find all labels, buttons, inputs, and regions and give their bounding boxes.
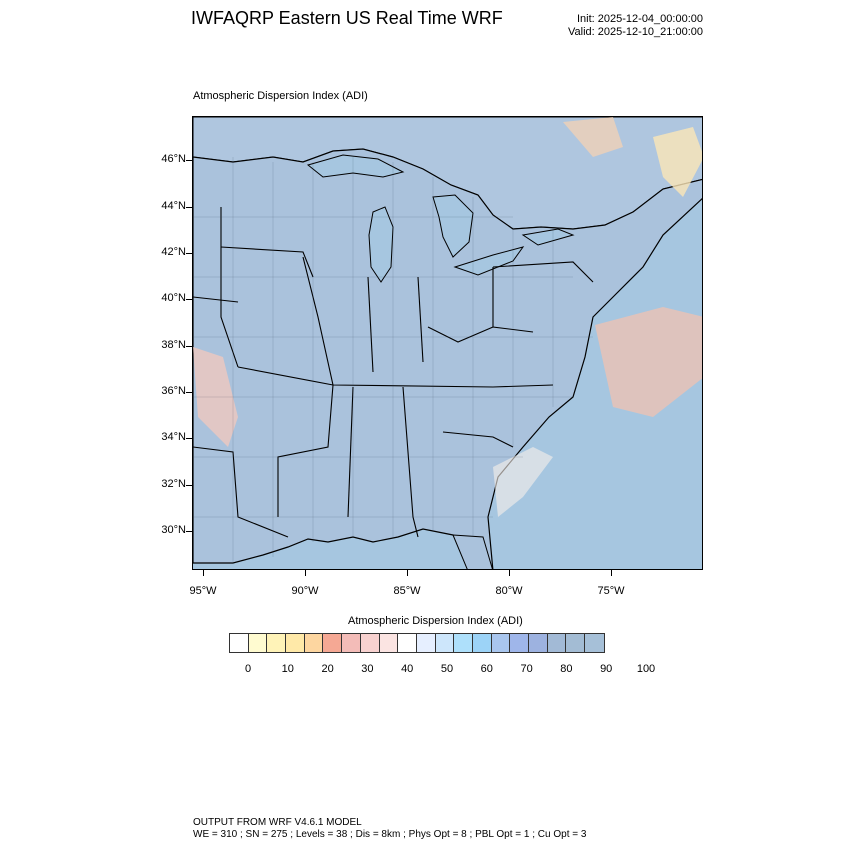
colorbar-swatch	[547, 634, 567, 652]
colorbar-swatch	[416, 634, 436, 652]
lat-label-42: 42°N	[161, 246, 186, 258]
colorbar-label: 60	[480, 663, 493, 675]
colorbar-swatch	[435, 634, 455, 652]
lat-label-34: 34°N	[161, 431, 186, 443]
lat-tick	[186, 253, 192, 254]
valid-time: Valid: 2025-12-10_21:00:00	[568, 26, 703, 38]
lake-huron	[432, 194, 474, 258]
lat-tick	[186, 299, 192, 300]
colorbar-label: 100	[636, 663, 656, 675]
lat-tick	[186, 438, 192, 439]
model-info: OUTPUT FROM WRF V4.6.1 MODEL WE = 310 ; …	[193, 817, 586, 841]
adi-patch-quebec	[563, 117, 623, 157]
lake-michigan	[368, 206, 394, 283]
lon-label-95w: 95°W	[189, 585, 217, 597]
lat-tick	[186, 346, 192, 347]
lat-tick	[186, 485, 192, 486]
colorbar-title: Atmospheric Dispersion Index (ADI)	[348, 615, 523, 627]
lat-label-32: 32°N	[161, 478, 186, 490]
lon-label-85w: 85°W	[393, 585, 421, 597]
model-info-line2: WE = 310 ; SN = 275 ; Levels = 38 ; Dis …	[193, 829, 587, 840]
colorbar-swatch	[286, 634, 305, 652]
lat-label-30: 30°N	[161, 524, 186, 536]
lat-label-44: 44°N	[161, 200, 186, 212]
adi-patch-atlantic	[595, 307, 702, 417]
lon-tick	[611, 570, 612, 576]
colorbar-swatch	[248, 634, 268, 652]
lat-label-40: 40°N	[161, 292, 186, 304]
colorbar-label: 0	[244, 663, 252, 675]
lat-tick	[186, 392, 192, 393]
colorbar-label: 20	[321, 663, 334, 675]
colorbar-swatch	[323, 634, 343, 652]
lat-label-36: 36°N	[161, 385, 186, 397]
colorbar-swatch	[304, 634, 324, 652]
colorbar-swatch	[360, 634, 380, 652]
county-grid	[193, 157, 593, 563]
colorbar-label: 30	[361, 663, 374, 675]
colorbar-swatch	[491, 634, 511, 652]
lat-label-46: 46°N	[161, 153, 186, 165]
lake-ontario	[521, 228, 575, 246]
map-subtitle: Atmospheric Dispersion Index (ADI)	[193, 90, 368, 102]
colorbar-swatch	[267, 634, 287, 652]
lon-tick	[407, 570, 408, 576]
lon-tick	[509, 570, 510, 576]
adi-patch-maine	[653, 127, 702, 197]
init-time: Init: 2025-12-04_00:00:00	[577, 13, 703, 25]
colorbar-swatch	[585, 634, 604, 652]
adi-patch-coastal	[493, 447, 553, 517]
lat-tick	[186, 531, 192, 532]
colorbar-swatch	[566, 634, 586, 652]
lat-tick	[186, 207, 192, 208]
colorbar-swatch	[529, 634, 548, 652]
lat-label-38: 38°N	[161, 339, 186, 351]
colorbar-swatch	[230, 634, 249, 652]
state-boundaries	[193, 207, 594, 538]
lon-label-75w: 75°W	[597, 585, 625, 597]
colorbar-label: 80	[560, 663, 573, 675]
model-info-line1: OUTPUT FROM WRF V4.6.1 MODEL	[193, 817, 362, 828]
colorbar-swatch	[342, 634, 361, 652]
colorbar-swatch	[454, 634, 473, 652]
map-canvas	[193, 117, 702, 569]
lon-label-90w: 90°W	[291, 585, 319, 597]
colorbar-swatch	[472, 634, 492, 652]
map-panel	[192, 116, 703, 570]
colorbar-swatch	[510, 634, 529, 652]
lat-tick	[186, 160, 192, 161]
colorbar-label: 90	[600, 663, 613, 675]
lon-label-80w: 80°W	[495, 585, 523, 597]
colorbar-label: 50	[440, 663, 454, 675]
colorbar-swatch	[398, 634, 417, 652]
time-info: Init: 2025-12-04_00:00:00 Valid: 2025-12…	[568, 13, 703, 39]
lon-tick	[305, 570, 306, 576]
map-title: IWFAQRP Eastern US Real Time WRF	[191, 8, 503, 28]
colorbar-swatch	[379, 634, 399, 652]
us-land	[193, 148, 702, 569]
colorbar-label: 70	[520, 663, 533, 675]
lon-tick	[203, 570, 204, 576]
lake-erie	[453, 246, 525, 276]
colorbar-label: 10	[281, 663, 294, 675]
colorbar-label: 40	[401, 663, 414, 675]
colorbar	[229, 633, 605, 653]
